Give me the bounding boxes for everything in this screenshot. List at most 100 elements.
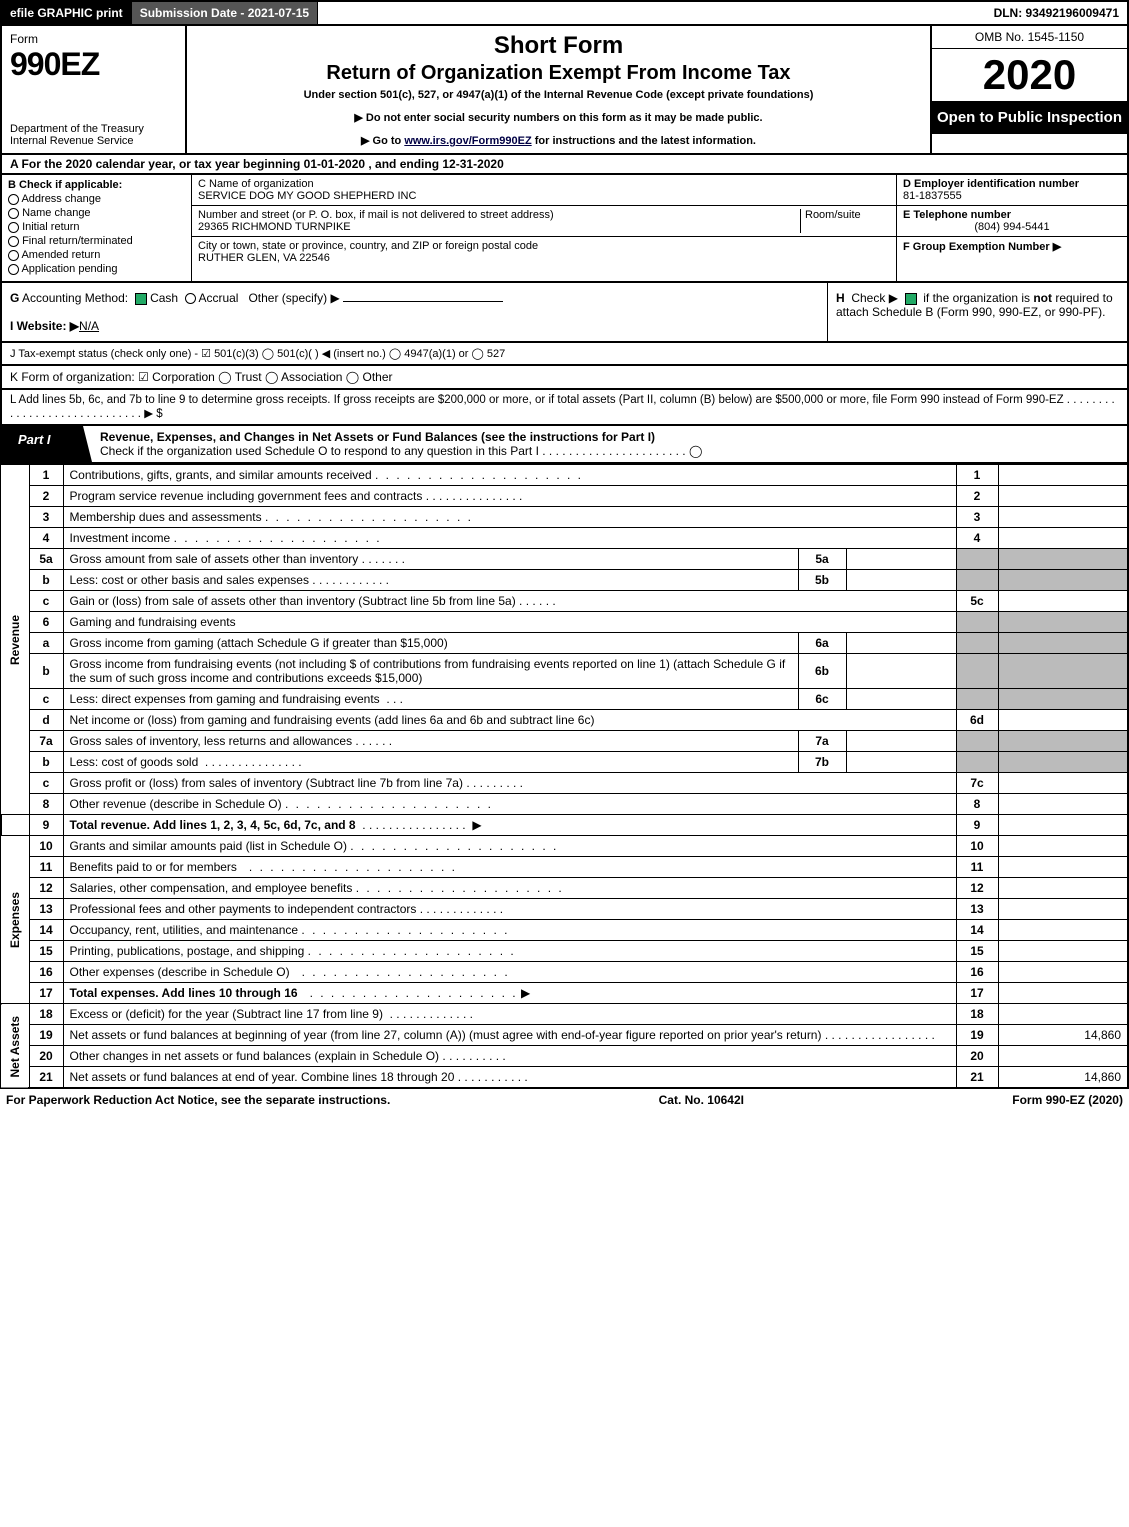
row-18-text: Excess or (deficit) for the year (Subtra… xyxy=(70,1007,383,1021)
row-6-text: Gaming and fundraising events xyxy=(63,612,956,633)
part1-header: Part I Revenue, Expenses, and Changes in… xyxy=(0,426,1129,464)
row-1-text: Contributions, gifts, grants, and simila… xyxy=(70,468,372,482)
part1-title: Revenue, Expenses, and Changes in Net As… xyxy=(100,430,655,444)
form-header: Form 990EZ Department of the Treasury In… xyxy=(0,26,1129,155)
line-i: I Website: ▶N/A xyxy=(10,319,819,333)
label-group-exemption: F Group Exemption Number ▶ xyxy=(903,241,1061,253)
row-ghi: G Accounting Method: Cash Accrual Other … xyxy=(0,283,1129,343)
ein-value: 81-1837555 xyxy=(903,190,962,202)
cash-checkbox[interactable] xyxy=(135,293,147,305)
row-1-num: 1 xyxy=(29,465,63,486)
form-word: Form xyxy=(10,32,177,46)
row-15-text: Printing, publications, postage, and shi… xyxy=(70,944,305,958)
box-b-title: B Check if applicable: xyxy=(8,179,122,191)
line-j: J Tax-exempt status (check only one) - ☑… xyxy=(0,343,1129,366)
arrow-icon: ▶ xyxy=(472,818,481,832)
row-12-text: Salaries, other compensation, and employ… xyxy=(70,881,353,895)
label-phone: E Telephone number xyxy=(903,209,1011,221)
box-def: D Employer identification number81-18375… xyxy=(897,175,1127,281)
street-address: 29365 RICHMOND TURNPIKE xyxy=(198,221,351,233)
row-3-text: Membership dues and assessments xyxy=(70,510,262,524)
line-k: K Form of organization: ☑ Corporation ◯ … xyxy=(0,366,1129,390)
goto-line: ▶ Go to www.irs.gov/Form990EZ for instru… xyxy=(197,134,920,147)
top-bar: efile GRAPHIC print Submission Date - 20… xyxy=(0,0,1129,26)
label-c: C Name of organization xyxy=(198,178,314,190)
dln-label: DLN: 93492196009471 xyxy=(986,2,1127,24)
opt-final-return[interactable]: Final return/terminated xyxy=(8,235,185,247)
row-8-text: Other revenue (describe in Schedule O) xyxy=(70,797,282,811)
row-7c-text: Gross profit or (loss) from sales of inv… xyxy=(70,776,463,790)
row-7a-text: Gross sales of inventory, less returns a… xyxy=(70,734,353,748)
dept-treasury: Department of the Treasury xyxy=(10,123,177,135)
opt-amended[interactable]: Amended return xyxy=(8,249,185,261)
box-c: C Name of organization SERVICE DOG MY GO… xyxy=(192,175,897,281)
schedule-b-checkbox[interactable] xyxy=(905,293,917,305)
row-20-text: Other changes in net assets or fund bala… xyxy=(70,1049,440,1063)
entity-block: B Check if applicable: Address change Na… xyxy=(0,175,1129,283)
under-section: Under section 501(c), 527, or 4947(a)(1)… xyxy=(197,89,920,101)
phone-value: (804) 994-5441 xyxy=(903,221,1121,233)
submission-date-badge: Submission Date - 2021-07-15 xyxy=(132,2,318,24)
row-1-amt xyxy=(998,465,1128,486)
footer-catno: Cat. No. 10642I xyxy=(659,1093,744,1107)
row-16-text: Other expenses (describe in Schedule O) xyxy=(70,965,290,979)
row-7b-text: Less: cost of goods sold xyxy=(70,755,199,769)
ssn-warning: ▶ Do not enter social security numbers o… xyxy=(197,111,920,124)
row-6b-text: Gross income from fundraising events (no… xyxy=(70,657,786,685)
row-21-text: Net assets or fund balances at end of ye… xyxy=(70,1070,455,1084)
form-number: 990EZ xyxy=(10,46,177,83)
label-street: Number and street (or P. O. box, if mail… xyxy=(198,209,554,221)
row-2-text: Program service revenue including govern… xyxy=(70,489,423,503)
short-form-title: Short Form xyxy=(197,32,920,60)
row-14-text: Occupancy, rent, utilities, and maintena… xyxy=(70,923,299,937)
row-6c-text: Less: direct expenses from gaming and fu… xyxy=(70,692,380,706)
page-footer: For Paperwork Reduction Act Notice, see … xyxy=(0,1089,1129,1111)
room-suite: Room/suite xyxy=(800,209,890,233)
row-13-text: Professional fees and other payments to … xyxy=(70,902,417,916)
irs-label: Internal Revenue Service xyxy=(10,135,177,147)
row-9-text: Total revenue. Add lines 1, 2, 3, 4, 5c,… xyxy=(70,818,356,832)
arrow-icon: ▶ xyxy=(521,986,530,1000)
row-5a-text: Gross amount from sale of assets other t… xyxy=(70,552,359,566)
row-21-amt: 14,860 xyxy=(998,1067,1128,1089)
row-19-amt: 14,860 xyxy=(998,1025,1128,1046)
goto-post: for instructions and the latest informat… xyxy=(532,135,756,147)
opt-app-pending[interactable]: Application pending xyxy=(8,263,185,275)
row-19-text: Net assets or fund balances at beginning… xyxy=(70,1028,822,1042)
part1-check-note: Check if the organization used Schedule … xyxy=(100,444,702,458)
open-to-public: Open to Public Inspection xyxy=(932,102,1127,134)
revenue-sidelabel: Revenue xyxy=(1,465,29,815)
irs-link[interactable]: www.irs.gov/Form990EZ xyxy=(404,135,531,147)
netassets-sidelabel: Net Assets xyxy=(1,1004,29,1089)
footer-left: For Paperwork Reduction Act Notice, see … xyxy=(6,1093,390,1107)
box-b: B Check if applicable: Address change Na… xyxy=(2,175,192,281)
part1-label: Part I xyxy=(2,426,92,462)
tax-year: 2020 xyxy=(932,49,1127,102)
opt-name-change[interactable]: Name change xyxy=(8,207,185,219)
row-11-text: Benefits paid to or for members xyxy=(70,860,237,874)
line-a: A For the 2020 calendar year, or tax yea… xyxy=(0,155,1129,175)
label-ein: D Employer identification number xyxy=(903,178,1079,190)
efile-print-button[interactable]: efile GRAPHIC print xyxy=(2,2,132,24)
footer-formref: Form 990-EZ (2020) xyxy=(1012,1093,1123,1107)
line-h: H Check ▶ if the organization is not req… xyxy=(827,283,1127,341)
row-6a-text: Gross income from gaming (attach Schedul… xyxy=(70,636,448,650)
row-10-text: Grants and similar amounts paid (list in… xyxy=(70,839,347,853)
website-value: N/A xyxy=(79,319,99,333)
accrual-checkbox[interactable] xyxy=(185,293,196,304)
row-5c-text: Gain or (loss) from sale of assets other… xyxy=(70,594,516,608)
row-5b-text: Less: cost or other basis and sales expe… xyxy=(70,573,309,587)
goto-pre: ▶ Go to xyxy=(361,135,404,147)
omb-number: OMB No. 1545-1150 xyxy=(932,26,1127,49)
line-l: L Add lines 5b, 6c, and 7b to line 9 to … xyxy=(0,390,1129,426)
row-6d-text: Net income or (loss) from gaming and fun… xyxy=(70,713,595,727)
row-4-text: Investment income xyxy=(70,531,171,545)
label-city: City or town, state or province, country… xyxy=(198,240,538,252)
part1-table: Revenue 1 Contributions, gifts, grants, … xyxy=(0,464,1129,1089)
row-17-text: Total expenses. Add lines 10 through 16 xyxy=(70,986,298,1000)
opt-initial-return[interactable]: Initial return xyxy=(8,221,185,233)
opt-address-change[interactable]: Address change xyxy=(8,193,185,205)
org-name: SERVICE DOG MY GOOD SHEPHERD INC xyxy=(198,190,416,202)
line-g: G Accounting Method: Cash Accrual Other … xyxy=(10,291,819,305)
return-title: Return of Organization Exempt From Incom… xyxy=(197,62,920,85)
